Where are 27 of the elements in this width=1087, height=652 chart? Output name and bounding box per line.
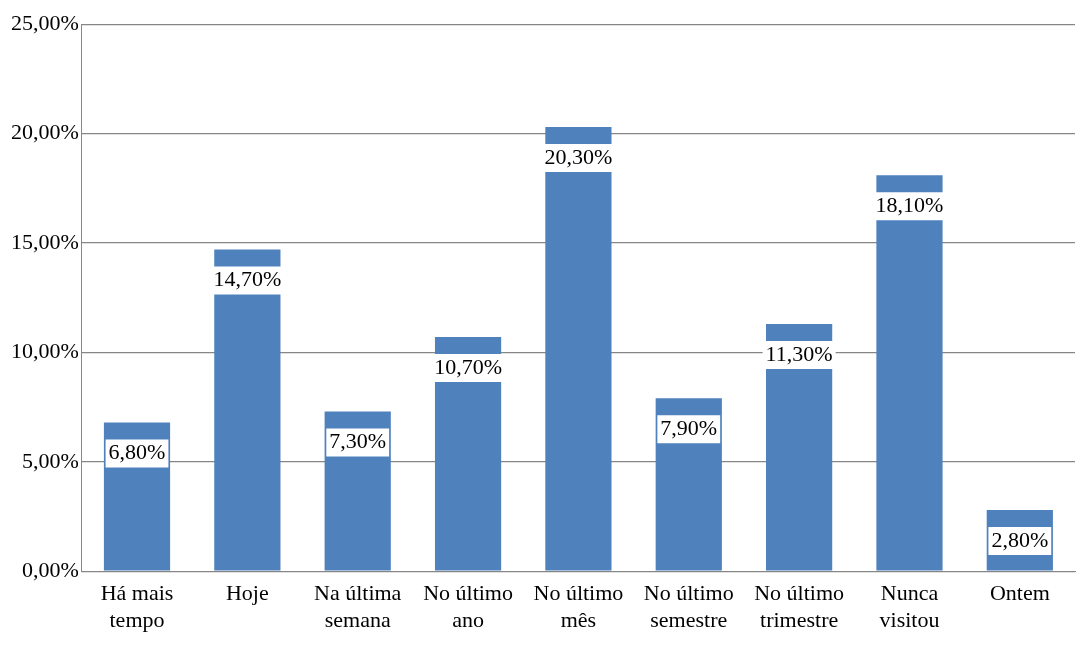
bar: [876, 175, 943, 571]
data-label: 7,90%: [660, 415, 718, 441]
y-tick-label: 20,00%: [11, 119, 79, 145]
y-tick-label: 15,00%: [11, 228, 79, 254]
data-label: 11,30%: [765, 340, 833, 366]
data-label: 18,10%: [875, 191, 944, 217]
data-label: 10,70%: [434, 353, 502, 379]
data-label: 6,80%: [108, 439, 166, 465]
x-tick-label: No último mês: [533, 580, 624, 632]
y-tick-label: 0,00%: [22, 556, 79, 582]
x-tick-label: Nunca visitou: [879, 580, 940, 632]
data-label: 7,30%: [329, 428, 387, 454]
bar: [545, 127, 612, 571]
data-label: 2,80%: [991, 526, 1049, 552]
x-tick-label: No último semestre: [643, 580, 734, 632]
x-tick-label: Há mais tempo: [100, 580, 174, 632]
x-tick-label: Na última semana: [314, 580, 402, 632]
y-tick-label: 25,00%: [11, 9, 79, 35]
data-label: 20,30%: [544, 143, 613, 169]
x-tick-label: No último trimestre: [754, 580, 845, 632]
x-tick-label: Hoje: [225, 580, 269, 606]
x-tick-label: Ontem: [989, 580, 1050, 606]
y-tick-label: 10,00%: [11, 338, 79, 364]
x-tick-label: No último ano: [423, 580, 513, 632]
data-label: 14,70%: [213, 266, 282, 292]
y-tick-label: 5,00%: [22, 447, 79, 473]
bar: [214, 249, 281, 571]
